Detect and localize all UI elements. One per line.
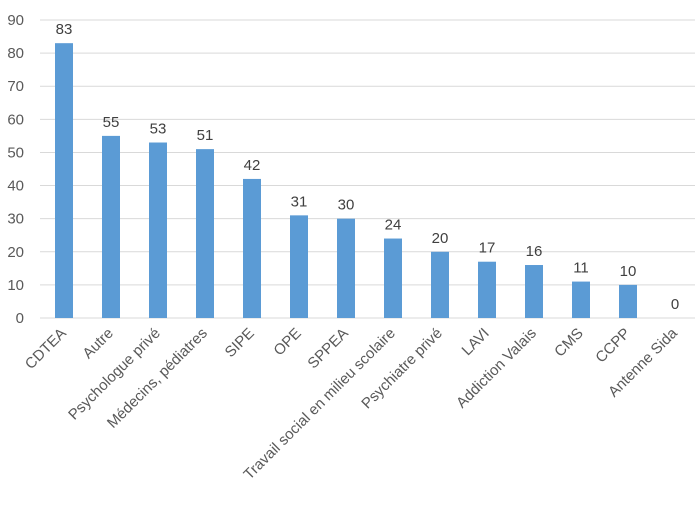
x-tick-label: Autre <box>79 325 116 362</box>
y-tick-label: 10 <box>7 277 24 294</box>
x-tick-label: OPE <box>270 325 304 359</box>
data-label: 24 <box>385 217 402 234</box>
bar <box>384 238 402 318</box>
bar <box>525 265 543 318</box>
data-label: 16 <box>526 243 543 260</box>
data-label: 17 <box>479 240 496 257</box>
bar <box>290 215 308 318</box>
y-tick-label: 40 <box>7 178 24 195</box>
y-tick-label: 70 <box>7 78 24 95</box>
data-label: 30 <box>338 197 355 214</box>
y-tick-label: 50 <box>7 144 24 161</box>
y-tick-label: 20 <box>7 244 24 261</box>
bar <box>196 149 214 318</box>
data-label: 0 <box>671 296 679 313</box>
y-tick-label: 90 <box>7 12 24 29</box>
x-tick-label: Addiction Valais <box>453 325 540 412</box>
bar <box>102 135 120 318</box>
bar <box>431 251 449 318</box>
data-label: 51 <box>197 127 214 144</box>
bar <box>243 178 261 318</box>
bar <box>149 142 167 318</box>
bar <box>478 261 496 318</box>
bar <box>619 284 637 318</box>
x-tick-label: SIPE <box>222 325 258 361</box>
data-label: 10 <box>620 263 637 280</box>
x-tick-label: CCPP <box>592 325 633 366</box>
y-tick-label: 80 <box>7 45 24 62</box>
bar <box>572 281 590 318</box>
y-tick-label: 60 <box>7 111 24 128</box>
data-label: 53 <box>150 121 167 138</box>
x-tick-label: Psychiatre privé <box>358 325 445 412</box>
data-label: 83 <box>56 21 73 38</box>
bar <box>337 218 355 318</box>
data-label: 20 <box>432 230 449 247</box>
data-label: 31 <box>291 193 308 210</box>
x-tick-label: CMS <box>551 325 587 361</box>
data-label: 42 <box>244 157 261 174</box>
x-tick-label: SPPEA <box>304 325 351 372</box>
x-tick-label: LAVI <box>459 325 493 359</box>
data-label: 11 <box>573 260 589 277</box>
y-tick-label: 0 <box>16 310 24 327</box>
bar <box>55 43 73 319</box>
y-tick-label: 30 <box>7 211 24 228</box>
x-tick-label: CDTEA <box>22 325 70 373</box>
data-label: 55 <box>103 114 120 131</box>
